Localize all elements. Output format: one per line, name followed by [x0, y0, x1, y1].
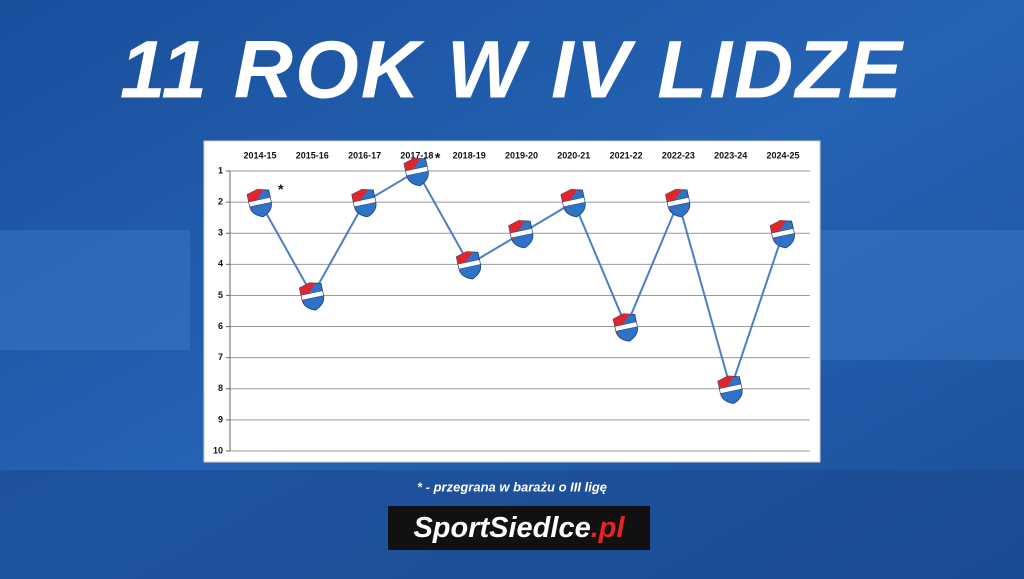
- club-crest-marker: [246, 188, 272, 218]
- y-tick-label: 1: [218, 165, 223, 175]
- x-tick-label: 2024-25: [766, 150, 799, 160]
- crest-band: [509, 228, 534, 239]
- club-crest-marker: [665, 188, 691, 218]
- club-crest-marker: [612, 313, 638, 342]
- crest-band: [562, 197, 586, 208]
- crest-band: [405, 165, 429, 177]
- title: 11 ROK W IV LIDZE: [120, 25, 905, 116]
- brand-name: SportSiedlce: [413, 512, 590, 544]
- y-tick-label: 5: [218, 290, 223, 300]
- y-tick-label: 2: [218, 196, 223, 206]
- x-tick-label: 2022-23: [662, 150, 695, 160]
- y-tick-label: 6: [218, 321, 223, 331]
- club-crest-marker: [299, 282, 325, 311]
- x-tick-label: 2023-24: [714, 150, 747, 160]
- club-crest-marker: [508, 220, 534, 249]
- club-crest-marker: [717, 375, 743, 404]
- y-tick-label: 4: [218, 259, 223, 269]
- y-tick-label: 3: [218, 228, 223, 238]
- annotation: *: [278, 181, 284, 197]
- y-tick-label: 9: [218, 414, 223, 424]
- x-tick-label: 2021-22: [610, 150, 643, 160]
- background-banner: [820, 230, 1024, 360]
- crest-band: [614, 321, 638, 332]
- brand-suffix: .pl: [591, 512, 626, 544]
- crest-band: [248, 197, 272, 208]
- club-crest-marker: [455, 251, 482, 280]
- y-tick-label: 8: [218, 383, 223, 393]
- crest-band: [719, 383, 743, 394]
- chart-panel: [203, 140, 821, 463]
- x-tick-label: 2015-16: [296, 150, 329, 160]
- x-tick-label: 2014-15: [243, 150, 276, 160]
- y-tick-label: 10: [213, 445, 223, 455]
- club-crest-marker: [769, 220, 795, 249]
- brand-logo: SportSiedlce.pl: [413, 512, 625, 544]
- club-crest-marker: [560, 188, 586, 218]
- x-tick-label: 2018-19: [453, 150, 486, 160]
- club-crest-marker: [351, 188, 377, 218]
- annotation: *: [435, 150, 441, 166]
- brand-box: [388, 506, 650, 550]
- x-tick-label: 2016-17: [348, 150, 381, 160]
- footnote: * - przegrana w barażu o III ligę: [417, 479, 607, 494]
- crest-band: [666, 197, 690, 208]
- y-tick-label: 7: [218, 352, 223, 362]
- x-tick-label: 2019-20: [505, 150, 538, 160]
- crest-band: [353, 197, 377, 208]
- x-tick-label: 2017-18: [400, 150, 433, 160]
- club-crest-marker: [403, 157, 429, 187]
- crest-band: [300, 290, 324, 301]
- background-banner: [0, 230, 190, 350]
- x-tick-label: 2020-21: [557, 150, 590, 160]
- crest-band: [771, 228, 795, 239]
- crest-band: [457, 259, 481, 270]
